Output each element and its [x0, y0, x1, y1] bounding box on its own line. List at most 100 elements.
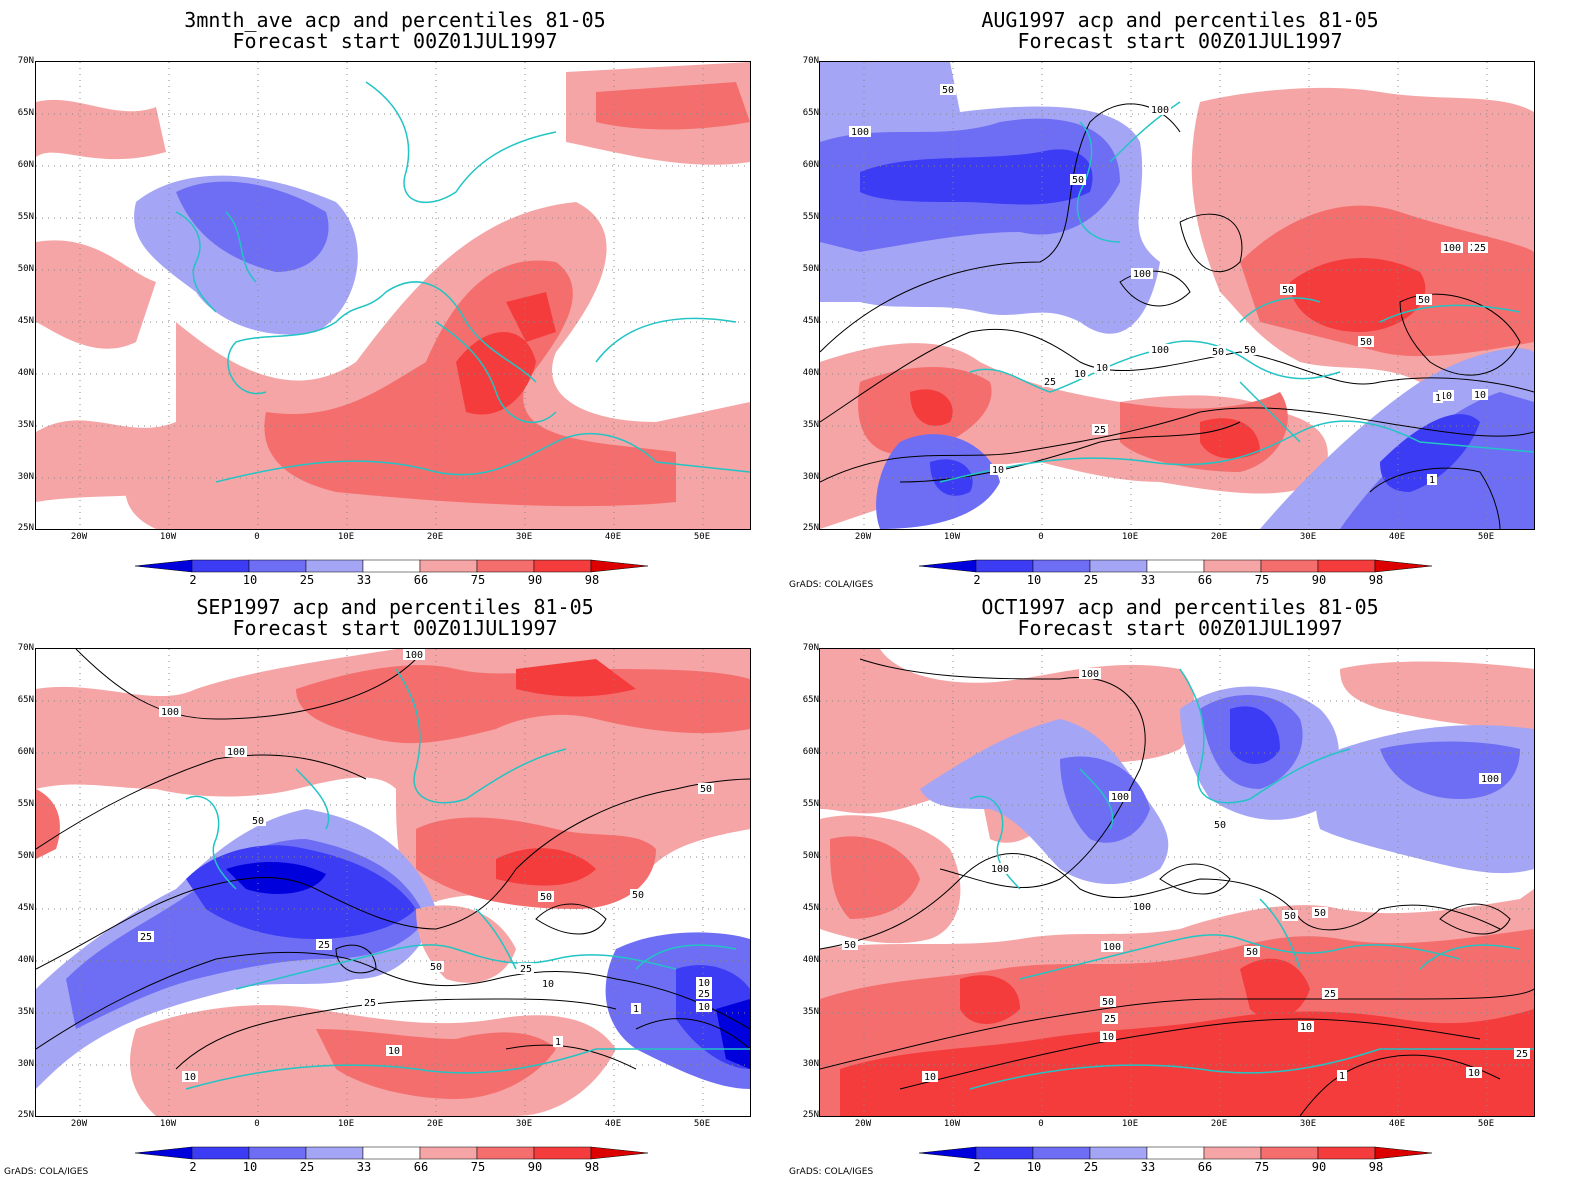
panel-aug1997: AUG1997 acp and percentiles 81-05 Foreca…	[785, 0, 1575, 598]
colorbar-arrow-high	[1374, 559, 1433, 573]
lon-label: 50E	[1477, 532, 1495, 542]
colorbar-label: 10	[1026, 1160, 1042, 1174]
colorbar-label: 98	[584, 573, 600, 587]
lon-label: 30E	[1299, 532, 1317, 542]
svg-text:10: 10	[388, 1046, 400, 1057]
colorbar-arrow-high	[590, 559, 649, 573]
lat-label: 25N	[17, 523, 34, 533]
colorbar-label: 2	[973, 573, 981, 587]
contour-label: 25	[518, 963, 534, 975]
lat-label: 30N	[802, 472, 819, 482]
colorbar-swatches	[134, 559, 649, 573]
contour-lines	[36, 649, 750, 1070]
contour-label: 10	[990, 464, 1006, 476]
lat-label: 40N	[802, 368, 819, 378]
lat-label: 40N	[17, 955, 34, 965]
contour-label: 1	[1337, 1070, 1347, 1082]
panel-oct1997: OCT1997 acp and percentiles 81-05 Foreca…	[785, 587, 1575, 1185]
panel-title-line1: SEP1997 acp and percentiles 81-05	[196, 595, 594, 619]
contour-label: 25	[1514, 1048, 1530, 1060]
colorbar-swatch	[1317, 559, 1376, 573]
svg-text:50: 50	[430, 962, 442, 973]
contour-label: 25	[316, 939, 332, 951]
map-frame: 100 100 100 50 50 50 25 25 50 50 25 10 25 10 1 1 10 10 25 1…	[35, 648, 751, 1117]
colorbar-label: 75	[1254, 573, 1270, 587]
colorbar-label: 66	[413, 573, 429, 587]
colorbar-swatch	[1032, 559, 1091, 573]
colorbar-swatch	[975, 559, 1034, 573]
contour-label: 1	[553, 1036, 563, 1048]
contour-label: 25	[138, 931, 154, 943]
svg-text:100: 100	[405, 650, 423, 661]
colorbar-label: 66	[1197, 573, 1213, 587]
lon-label: 10W	[943, 532, 961, 542]
colorbar	[134, 1145, 655, 1171]
contour-label: 100	[1149, 104, 1171, 116]
contour-label: 50	[1100, 996, 1116, 1008]
colorbar-swatch	[1032, 1146, 1091, 1160]
colorbar-swatch	[975, 1146, 1034, 1160]
grads-credit: GrADS: COLA/IGES	[4, 1167, 89, 1177]
contour-label: 50	[1416, 294, 1432, 306]
contour-label: 50	[250, 815, 266, 827]
svg-text:100: 100	[1481, 774, 1499, 785]
panel-title-line2: Forecast start 00Z01JUL1997	[232, 616, 558, 640]
svg-text:25: 25	[1094, 425, 1106, 436]
lat-label: 25N	[17, 1110, 34, 1120]
lon-label: 30E	[515, 532, 533, 542]
svg-text:10: 10	[1102, 1032, 1114, 1043]
lat-label: 40N	[802, 955, 819, 965]
lon-label: 10E	[1121, 532, 1139, 542]
svg-text:50: 50	[942, 85, 954, 96]
svg-text:10: 10	[698, 978, 710, 989]
lon-label: 10W	[943, 1119, 961, 1129]
svg-text:10: 10	[184, 1072, 196, 1083]
contour-label: 100	[1131, 901, 1153, 913]
colorbar-swatch	[1089, 559, 1148, 573]
lon-label: 30E	[515, 1119, 533, 1129]
contour-label: 100	[989, 863, 1011, 875]
contour-label: 50	[1282, 910, 1298, 922]
colorbar-label: 10	[1026, 573, 1042, 587]
colorbar	[918, 558, 1439, 584]
colorbar-label: 90	[1311, 1160, 1327, 1174]
svg-text:100: 100	[1081, 669, 1099, 680]
lon-label: 40E	[604, 532, 622, 542]
svg-text:25: 25	[520, 964, 532, 975]
contour-label: 100	[1079, 668, 1101, 680]
colorbar-label: 25	[299, 1160, 315, 1174]
colorbar-arrow-low	[134, 1146, 193, 1160]
contour-label: 10	[1472, 389, 1488, 401]
contour-label: 100	[1101, 941, 1123, 953]
lat-label: 50N	[17, 264, 34, 274]
coastlines	[969, 668, 1534, 1090]
colorbar-label: 33	[356, 1160, 372, 1174]
colorbar-swatches	[918, 559, 1433, 573]
contour-label: 10	[1100, 1031, 1116, 1043]
colorbar-label: 33	[1140, 573, 1156, 587]
colorbar-swatch	[1317, 1146, 1376, 1160]
colorbar-label: 75	[1254, 1160, 1270, 1174]
lat-label: 70N	[17, 643, 34, 653]
panel-title-line1: OCT1997 acp and percentiles 81-05	[981, 595, 1379, 619]
lon-label: 40E	[1388, 532, 1406, 542]
lon-label: 20W	[854, 532, 872, 542]
lon-label: 20E	[1210, 1119, 1228, 1129]
contour-label: 100	[225, 746, 247, 758]
grads-credit: GrADS: COLA/IGES	[789, 580, 874, 590]
lat-label: 60N	[802, 160, 819, 170]
colorbar-swatch	[1203, 1146, 1262, 1160]
colorbar-swatch	[476, 1146, 535, 1160]
lat-label: 70N	[17, 56, 34, 66]
svg-text:25: 25	[1044, 377, 1056, 388]
lat-label: 55N	[802, 799, 819, 809]
contour-label: 50	[1312, 907, 1328, 919]
lat-label: 45N	[802, 316, 819, 326]
contour-label: 10	[1298, 1021, 1314, 1033]
contour-label: 50	[1280, 284, 1296, 296]
contour-label: 10	[922, 1071, 938, 1083]
svg-text:50: 50	[1418, 295, 1430, 306]
svg-text:50: 50	[1102, 997, 1114, 1008]
panel-title-line2: Forecast start 00Z01JUL1997	[1017, 29, 1343, 53]
lat-label: 25N	[802, 523, 819, 533]
